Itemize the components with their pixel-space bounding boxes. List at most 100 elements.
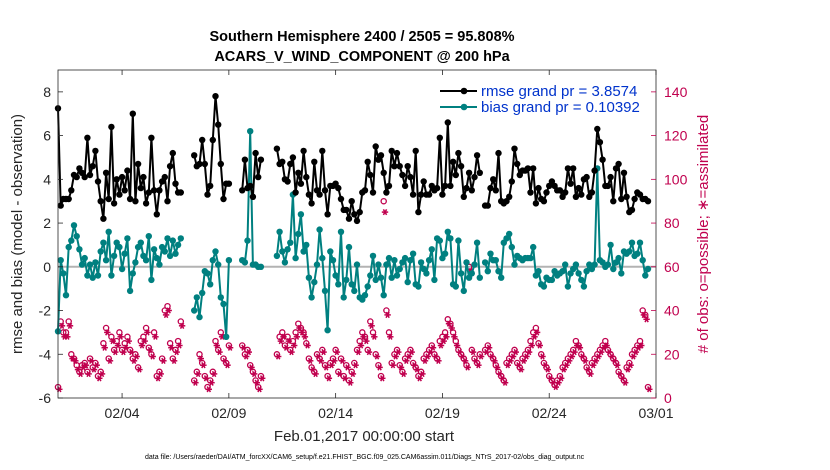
rmse-point-35 xyxy=(148,134,155,141)
bias-point-157 xyxy=(511,261,518,268)
x-axis: 02/04 02/09 02/14 02/19 02/24 03/01 xyxy=(105,70,674,421)
bias-point-205 xyxy=(639,257,646,264)
bias-point-34 xyxy=(145,233,152,240)
rmse-point-75 xyxy=(289,154,297,161)
rmse-point-74 xyxy=(287,160,294,168)
rmse-point-49 xyxy=(196,160,203,168)
rmse-point-23 xyxy=(116,191,123,198)
rmse-point-122 xyxy=(415,208,422,216)
obs-assimilated-point-76 xyxy=(293,333,301,340)
bias-point-197 xyxy=(618,270,625,277)
bias-point-76 xyxy=(292,254,299,262)
bias-point-15 xyxy=(94,272,102,279)
obs-assimilated-point-60 xyxy=(226,344,234,351)
bias-point-18 xyxy=(102,257,110,264)
rmse-point-4 xyxy=(65,195,72,203)
obs-assimilated-point-111 xyxy=(387,333,394,340)
rmse-point-168 xyxy=(540,198,548,205)
rmse-point-179 xyxy=(570,165,577,172)
rmse-point-18 xyxy=(102,169,110,176)
y2-tick-label-6: 120 xyxy=(664,128,688,144)
obs-assimilated-point-34 xyxy=(146,346,154,354)
rmse-point-64 xyxy=(247,182,254,190)
rmse-point-135 xyxy=(449,158,457,165)
rmse-point-73 xyxy=(284,178,291,185)
rmse-point-158 xyxy=(514,160,521,168)
bias-point-14 xyxy=(92,259,99,266)
rmse-point-121 xyxy=(412,147,419,155)
obs-assimilated-point-59 xyxy=(224,362,231,369)
bias-point-62 xyxy=(241,259,249,266)
rmse-point-97 xyxy=(348,198,355,205)
obs-assimilated-point-51 xyxy=(202,375,210,382)
rmse-point-130 xyxy=(436,134,443,141)
rmse-point-68 xyxy=(257,156,265,163)
bias-point-103 xyxy=(364,283,371,290)
rmse-point-194 xyxy=(610,198,617,205)
bias-series xyxy=(54,128,652,340)
rmse-point-148 xyxy=(487,184,494,192)
bias-point-74 xyxy=(287,239,294,246)
bias-point-8 xyxy=(76,246,83,253)
rmse-point-88 xyxy=(324,211,331,218)
obs-assimilated-point-19 xyxy=(106,357,114,364)
bias-point-95 xyxy=(343,276,350,284)
rmse-point-11 xyxy=(84,134,91,141)
bias-point-42 xyxy=(166,252,174,260)
rmse-point-187 xyxy=(591,167,598,174)
rmse-point-32 xyxy=(140,173,147,181)
bias-point-57 xyxy=(217,294,224,301)
bias-point-123 xyxy=(417,259,425,266)
rmse-point-137 xyxy=(455,149,462,157)
rmse-point-143 xyxy=(471,173,478,181)
bias-point-59 xyxy=(223,333,230,340)
bias-point-111 xyxy=(385,254,393,262)
bias-point-70 xyxy=(276,228,283,235)
bias-point-77 xyxy=(295,230,302,238)
obs-assimilated-point-105 xyxy=(371,333,378,340)
rmse-point-156 xyxy=(508,178,515,185)
rmse-point-136 xyxy=(452,171,459,179)
rmse-point-58 xyxy=(220,195,227,203)
bias-point-54 xyxy=(209,257,216,264)
bias-point-89 xyxy=(327,248,334,255)
bias-point-164 xyxy=(530,243,537,251)
bias-point-134 xyxy=(447,235,454,242)
bias-point-145 xyxy=(476,274,483,281)
bias-point-78 xyxy=(297,211,305,218)
bias-point-48 xyxy=(193,294,200,301)
bias-point-166 xyxy=(535,268,542,275)
rmse-point-78 xyxy=(297,180,305,187)
obs-assimilated-point-27 xyxy=(128,348,135,356)
y2-tick-label-0: 0 xyxy=(664,390,672,406)
obs-assimilated-point-73 xyxy=(285,338,293,345)
bias-point-58 xyxy=(220,300,227,308)
obs-assimilated-point-26 xyxy=(125,338,132,345)
obs-assimilated-point-50 xyxy=(200,362,207,369)
obs-assimilated-point-38 xyxy=(157,370,164,378)
bias-point-156 xyxy=(508,243,515,251)
rmse-point-41 xyxy=(164,198,171,205)
obs-assimilated-point-134 xyxy=(448,324,455,332)
obs-assimilated-point-121 xyxy=(413,366,421,373)
bias-point-10 xyxy=(81,254,88,262)
rmse-point-53 xyxy=(207,182,214,190)
obs-assimilated-point-87 xyxy=(323,364,330,371)
obs-assimilated-point-106 xyxy=(373,353,381,360)
rmse-series xyxy=(54,93,652,225)
obs-assimilated-point-88 xyxy=(325,375,333,382)
bias-point-6 xyxy=(70,222,78,229)
rmse-point-82 xyxy=(308,200,315,207)
rmse-point-176 xyxy=(562,189,569,196)
obs-assimilated-point-200 xyxy=(627,362,634,369)
bias-point-2 xyxy=(60,270,67,277)
bias-point-71 xyxy=(279,248,286,255)
rmse-point-115 xyxy=(396,163,403,170)
obs-assimilated-point-93 xyxy=(339,357,346,364)
obs-assimilated-point-53 xyxy=(208,379,215,386)
bias-point-207 xyxy=(644,265,652,273)
rmse-point-96 xyxy=(345,215,353,222)
obs-assimilated-point-115 xyxy=(397,364,405,371)
rmse-point-12 xyxy=(86,171,94,179)
rmse-point-133 xyxy=(444,119,451,126)
